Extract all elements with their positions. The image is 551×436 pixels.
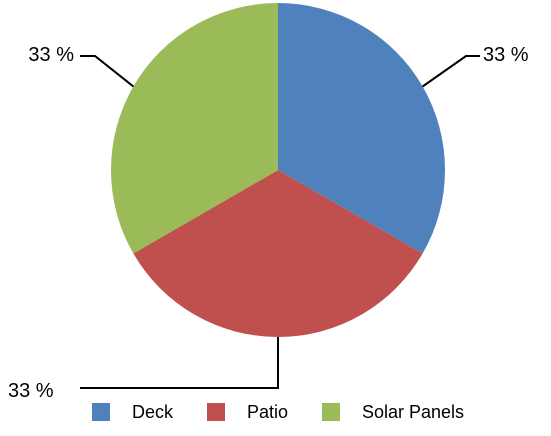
leader-lines [80, 55, 480, 389]
legend-label-solar-panels: Solar Panels [362, 402, 464, 422]
legend-swatch-deck [92, 403, 110, 421]
pie-slice-patio [133, 170, 423, 338]
pie-slices [110, 2, 446, 338]
pie-slice-solar-panels [110, 2, 278, 254]
data-label-solar-panels: 33 % [28, 44, 74, 66]
data-label-patio: 33 % [8, 380, 54, 402]
pie-slice-deck [278, 3, 446, 254]
leader-line-deck [422, 55, 480, 88]
legend-label-patio: Patio [247, 402, 288, 422]
legend-swatch-patio [207, 403, 225, 421]
data-label-deck: 33 % [483, 44, 529, 66]
legend-label-deck: Deck [132, 402, 174, 422]
data-labels: 33 % 33 % 33 % [8, 44, 529, 402]
legend: Deck Patio Solar Panels [92, 402, 464, 422]
legend-swatch-solar-panels [322, 403, 340, 421]
leader-line-solar-panels [80, 55, 135, 88]
leader-line-patio [80, 337, 279, 389]
